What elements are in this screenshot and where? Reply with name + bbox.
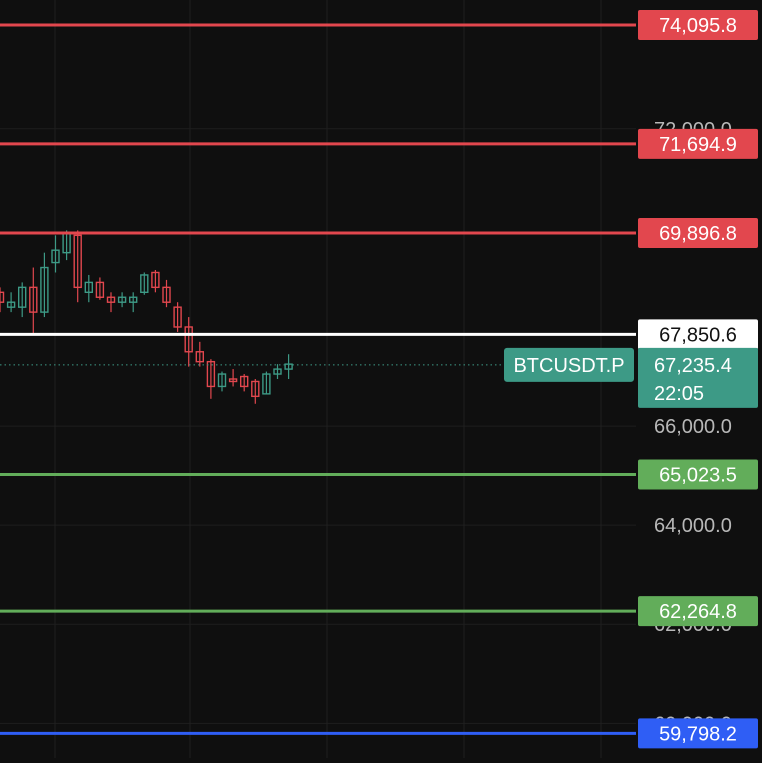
candle-body — [151, 271, 160, 289]
candle-body — [251, 380, 260, 398]
price-level-badge — [638, 218, 758, 249]
candle-down — [173, 302, 182, 332]
countdown-label: 22:05 — [654, 383, 704, 405]
candle-up — [128, 292, 138, 313]
candle-body — [273, 368, 282, 375]
candle-body — [51, 249, 60, 264]
candle-body — [228, 378, 238, 383]
candle-body — [117, 296, 127, 303]
price-level[interactable]: 74,095.8 — [0, 9, 758, 40]
price-level-label: 67,850.6 — [659, 324, 737, 346]
candle-body — [6, 301, 16, 308]
candle-body — [173, 306, 182, 328]
candle-up — [140, 272, 149, 295]
candle-body — [284, 363, 293, 370]
candle-down — [162, 279, 171, 308]
price-level-label: 65,023.5 — [659, 464, 737, 486]
y-axis-tick-label: 66,000.0 — [654, 416, 732, 438]
price-level-badge — [638, 319, 758, 350]
candle-body — [195, 351, 205, 363]
candle-down — [195, 341, 205, 367]
candle-body — [29, 286, 38, 313]
symbol-label: BTCUSDT.P — [513, 355, 624, 377]
candle-up — [117, 292, 127, 308]
last-price-badge: 67,235.4 22:05 — [638, 347, 758, 408]
candle-body — [217, 373, 227, 388]
candle-down — [206, 359, 216, 399]
price-level[interactable]: 69,896.8 — [0, 218, 758, 249]
candle-body — [73, 234, 82, 289]
price-level-badge — [638, 459, 758, 490]
candle-body — [84, 281, 94, 294]
candle-up — [6, 292, 16, 313]
candle-up — [18, 282, 27, 318]
candle-up — [40, 252, 49, 318]
candle-down — [228, 369, 238, 387]
candle-up — [284, 354, 293, 379]
candle-body — [128, 296, 138, 303]
candle-up — [84, 274, 94, 303]
candle-up — [262, 371, 271, 395]
price-level-badge — [638, 9, 758, 40]
candle-body — [162, 286, 171, 303]
y-axis-tick-label: 64,000.0 — [654, 515, 732, 537]
price-level-badge — [638, 128, 758, 159]
price-level[interactable]: 71,694.9 — [0, 128, 758, 159]
candle-down — [184, 317, 193, 367]
candle-down — [95, 277, 105, 300]
price-level[interactable]: 62,264.8 — [0, 596, 758, 627]
candle-up — [51, 235, 60, 273]
price-level-label: 62,264.8 — [659, 601, 737, 623]
last-price-badge-bg — [638, 347, 758, 408]
candle-down — [239, 374, 249, 392]
candle-body — [206, 360, 216, 388]
candle-body — [239, 375, 249, 388]
price-level-label: 74,095.8 — [659, 15, 737, 37]
candle-body — [18, 286, 27, 308]
candle-up — [273, 364, 282, 379]
price-level-label: 59,798.2 — [659, 723, 737, 745]
candle-body — [40, 266, 49, 313]
price-level-label: 69,896.8 — [659, 223, 737, 245]
candle-down — [73, 230, 82, 303]
candle-up — [217, 371, 227, 392]
candle-down — [0, 287, 5, 313]
candle-down — [29, 267, 38, 335]
candle-down — [251, 379, 260, 404]
candle-body — [184, 326, 193, 353]
price-level[interactable]: 65,023.5 — [0, 459, 758, 490]
price-level-label: 71,694.9 — [659, 134, 737, 156]
candle-body — [0, 291, 5, 303]
symbol-tag: BTCUSDT.P — [504, 347, 634, 382]
candle-down — [151, 270, 160, 293]
candle-down — [106, 292, 116, 313]
price-level[interactable]: 59,798.2 — [0, 718, 758, 749]
price-level-badge — [638, 596, 758, 627]
candle-body — [95, 281, 105, 298]
candle-body — [140, 274, 149, 294]
price-level[interactable]: 67,850.6 — [0, 319, 758, 350]
price-level-badge — [638, 718, 758, 749]
symbol-tag-bg — [504, 347, 634, 382]
candle-body — [262, 373, 271, 395]
candle-body — [106, 296, 116, 303]
last-price-label: 67,235.4 — [654, 355, 732, 377]
